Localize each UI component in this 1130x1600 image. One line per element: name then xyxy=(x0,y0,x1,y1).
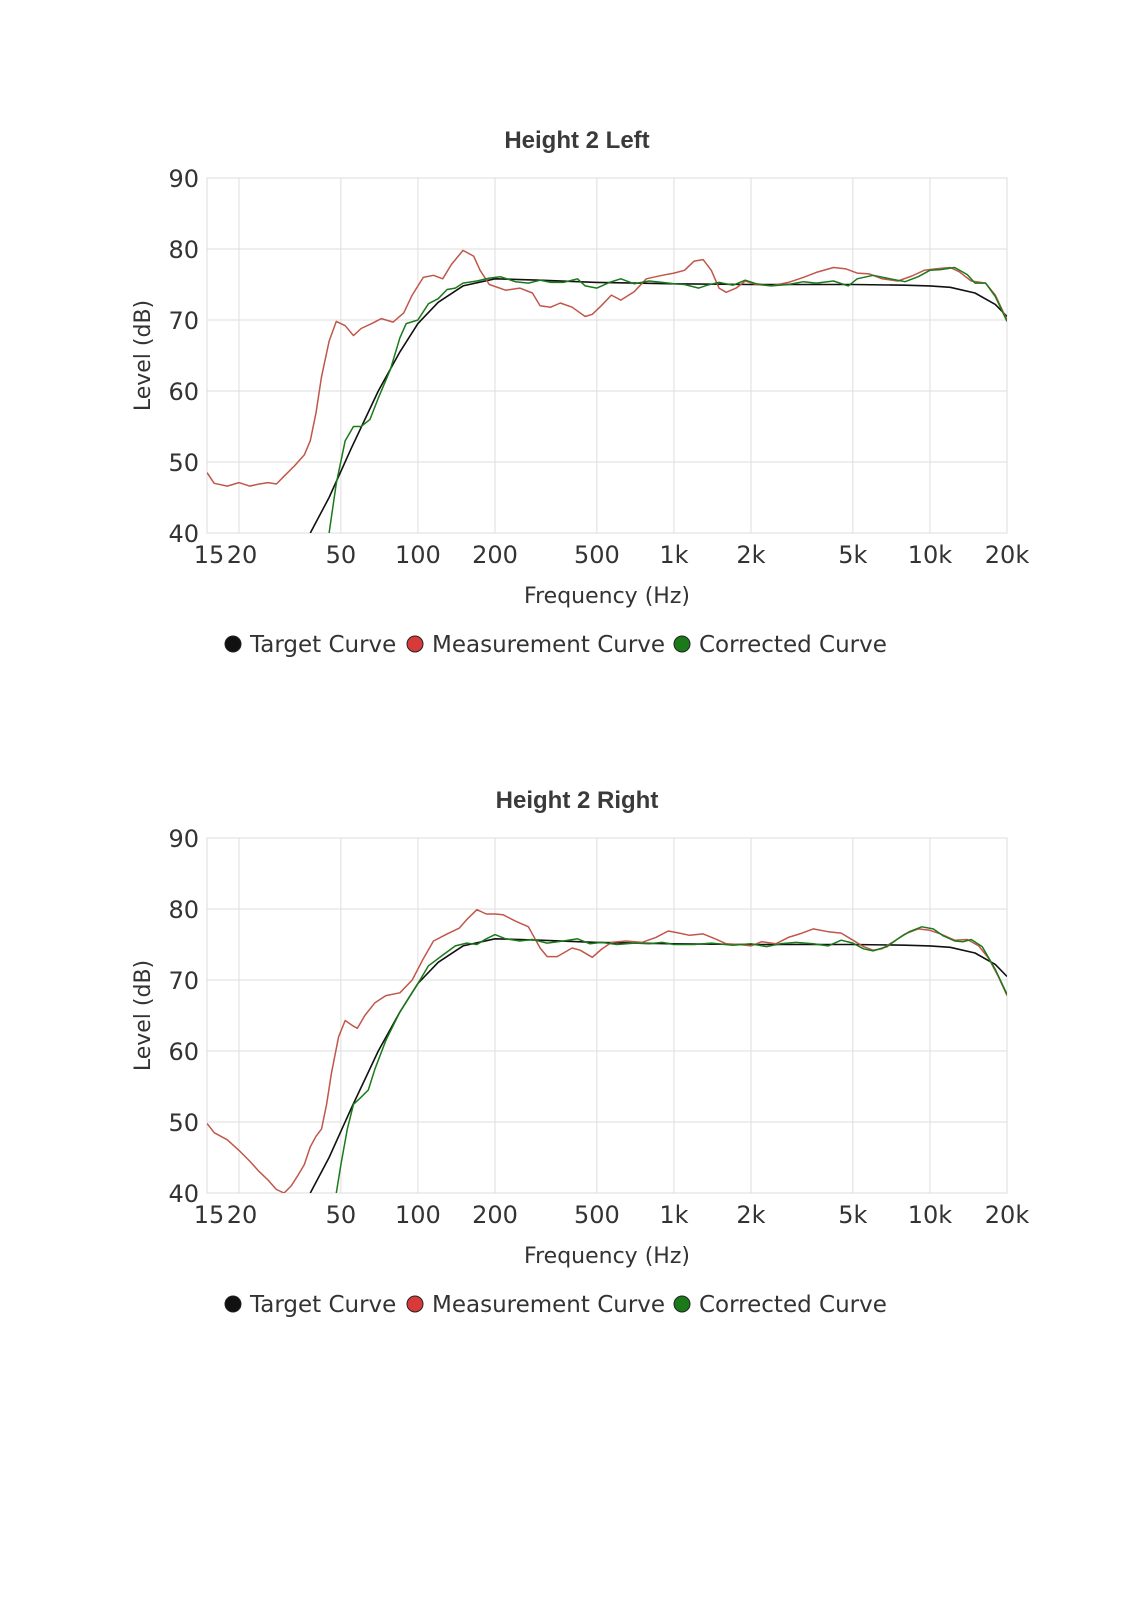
y-tick-label: 50 xyxy=(168,449,199,477)
x-tick-label: 50 xyxy=(326,1201,357,1229)
y-tick-label: 80 xyxy=(168,236,199,264)
y-tick-label: 40 xyxy=(168,1180,199,1208)
x-tick-label: 100 xyxy=(395,541,441,569)
y-tick-label: 70 xyxy=(168,307,199,335)
x-tick-label: 10k xyxy=(908,541,953,569)
x-tick-label: 500 xyxy=(574,541,620,569)
target-curve-line xyxy=(309,938,1007,1193)
measurement-curve-line xyxy=(207,908,1007,1193)
y-tick-label: 90 xyxy=(168,825,199,853)
x-axis-label: Frequency (Hz) xyxy=(524,584,690,609)
y-tick-label: 60 xyxy=(168,1038,199,1066)
x-tick-label: 20k xyxy=(985,541,1030,569)
x-tick-label: 100 xyxy=(395,1201,441,1229)
x-tick-label: 200 xyxy=(472,541,518,569)
x-tick-label: 15 xyxy=(194,1201,225,1229)
y-axis-label: Level (dB) xyxy=(131,960,156,1071)
y-tick-label: 80 xyxy=(168,896,199,924)
chart-title: Height 2 Left xyxy=(504,127,649,154)
x-tick-label: 50 xyxy=(326,541,357,569)
plot-frame xyxy=(206,837,1008,1194)
y-axis-label: Level (dB) xyxy=(131,300,156,411)
x-tick-label: 10k xyxy=(908,1201,953,1229)
x-tick-label: 5k xyxy=(838,541,867,569)
x-tick-label: 500 xyxy=(574,1201,620,1229)
y-tick-label: 90 xyxy=(168,165,199,193)
legend-label: Corrected Curve xyxy=(699,632,887,658)
chart-title: Height 2 Right xyxy=(496,787,659,814)
corrected-curve-line xyxy=(328,266,1007,533)
legend-marker xyxy=(673,635,691,653)
x-tick-label: 2k xyxy=(736,541,765,569)
y-tick-label: 40 xyxy=(168,520,199,548)
x-tick-label: 1k xyxy=(659,1201,688,1229)
y-tick-label: 60 xyxy=(168,378,199,406)
x-axis-label: Frequency (Hz) xyxy=(524,1244,690,1269)
plot-frame xyxy=(206,177,1008,534)
legend-marker xyxy=(224,1295,242,1313)
legend-label: Measurement Curve xyxy=(432,1292,665,1318)
y-tick-label: 50 xyxy=(168,1109,199,1137)
y-tick-label: 70 xyxy=(168,967,199,995)
x-tick-label: 20 xyxy=(227,1201,258,1229)
legend-label: Corrected Curve xyxy=(699,1292,887,1318)
legend-label: Measurement Curve xyxy=(432,632,665,658)
x-tick-label: 2k xyxy=(736,1201,765,1229)
measurement-curve-line xyxy=(207,249,1007,487)
x-tick-label: 1k xyxy=(659,541,688,569)
legend-marker xyxy=(406,635,424,653)
x-tick-label: 200 xyxy=(472,1201,518,1229)
corrected-curve-line xyxy=(335,926,1007,1193)
legend-label: Target Curve xyxy=(249,632,396,658)
legend-label: Target Curve xyxy=(249,1292,396,1318)
x-tick-label: 20 xyxy=(227,541,258,569)
legend-marker xyxy=(406,1295,424,1313)
x-tick-label: 20k xyxy=(985,1201,1030,1229)
x-tick-label: 5k xyxy=(838,1201,867,1229)
target-curve-line xyxy=(309,278,1007,533)
legend-marker xyxy=(673,1295,691,1313)
legend-marker xyxy=(224,635,242,653)
x-tick-label: 15 xyxy=(194,541,225,569)
